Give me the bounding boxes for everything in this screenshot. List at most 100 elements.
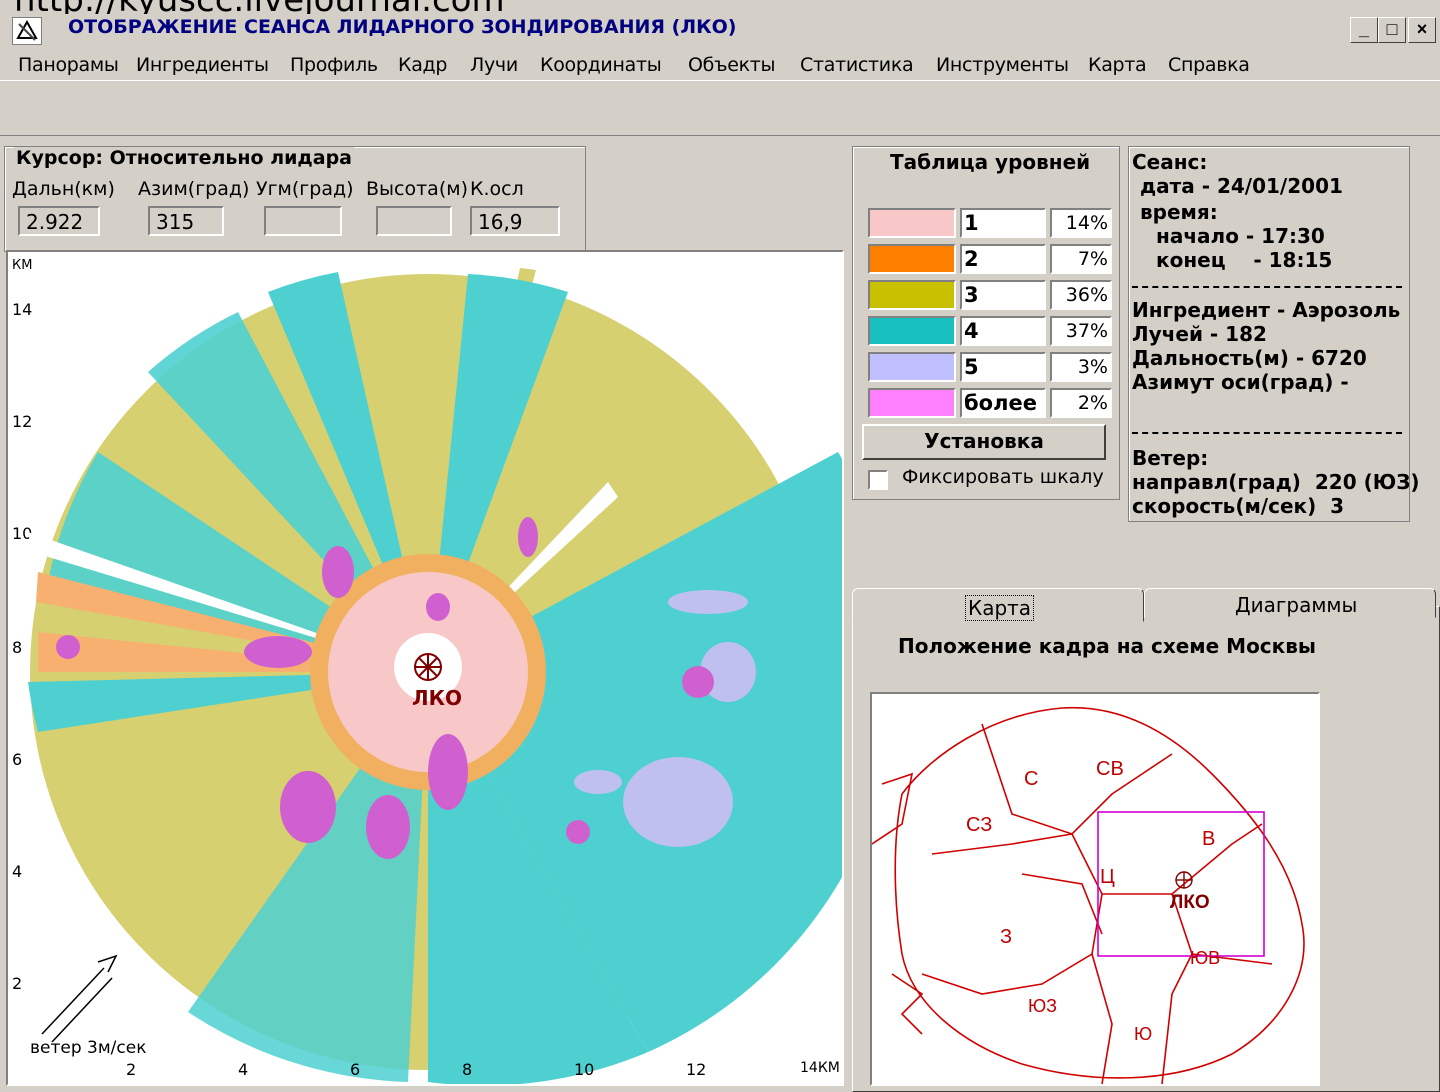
menu-karta[interactable]: Карта xyxy=(1088,54,1147,76)
toolbar xyxy=(0,80,1440,136)
district-label: СЗ xyxy=(966,814,993,836)
menu-obekty[interactable]: Объекты xyxy=(688,54,776,76)
y-tick: 2 xyxy=(12,974,23,993)
session-wind-speed: скорость(м/сек) 3 xyxy=(1132,494,1345,518)
district-label: СВ xyxy=(1096,758,1124,780)
moscow-map[interactable]: С СВ СЗ В Ц З ЮВ ЮЗ Ю ЛКО xyxy=(870,692,1320,1086)
level-name[interactable]: 1 xyxy=(960,208,1046,238)
district-label: Ю xyxy=(1134,1024,1153,1044)
y-unit-label: КМ xyxy=(12,258,33,273)
session-rays: Лучей - 182 xyxy=(1132,322,1267,346)
hotspots xyxy=(56,517,714,859)
lidar-plot[interactable]: КМ 14 12 10 8 6 4 2 xyxy=(6,250,844,1086)
x-tick-last: 14КМ xyxy=(800,1060,840,1076)
menu-bar: Панорамы Ингредиенты Профиль Кадр Лучи К… xyxy=(0,50,1440,80)
height-field[interactable] xyxy=(376,206,452,236)
cursor-group-title: Курсор: Относительно лидара xyxy=(14,147,355,169)
district-label: З xyxy=(1000,926,1013,948)
azimuth-field[interactable]: 315 xyxy=(148,206,224,236)
district-label: Ц xyxy=(1100,866,1115,888)
session-panel xyxy=(1128,146,1410,522)
x-tick: 10 xyxy=(574,1060,595,1079)
y-tick: 6 xyxy=(12,750,23,769)
menu-luchi[interactable]: Лучи xyxy=(470,54,518,76)
session-date: дата - 24/01/2001 xyxy=(1140,174,1343,198)
session-title: Сеанс: xyxy=(1132,150,1208,174)
session-wind-label: Ветер: xyxy=(1132,446,1209,470)
session-ingredient: Ингредиент - Аэрозоль xyxy=(1132,298,1401,322)
label-attenuation: К.осл xyxy=(470,178,524,200)
app-icon[interactable] xyxy=(12,17,42,45)
minimize-button[interactable]: _ xyxy=(1350,17,1378,43)
y-tick: 4 xyxy=(12,862,23,881)
window-title: ОТОБРАЖЕНИЕ СЕАНСА ЛИДАРНОГО ЗОНДИРОВАНИ… xyxy=(68,16,737,38)
frame-rectangle xyxy=(1097,811,1265,957)
maximize-button[interactable]: □ xyxy=(1378,17,1406,43)
range-field[interactable]: 2.922 xyxy=(18,206,100,236)
x-tick: 12 xyxy=(686,1060,707,1079)
tab-diagrams[interactable]: Диаграммы xyxy=(1144,588,1436,618)
separator xyxy=(1132,286,1402,288)
label-azimuth: Азим(град) xyxy=(138,178,250,200)
level-swatch[interactable] xyxy=(868,244,956,274)
session-time-label: время: xyxy=(1140,200,1218,224)
moscow-district-map xyxy=(871,706,1305,1085)
map-station-label: ЛКО xyxy=(1170,892,1210,913)
level-swatch[interactable] xyxy=(868,208,956,238)
menu-statistika[interactable]: Статистика xyxy=(800,54,914,76)
menu-instrumenty[interactable]: Инструменты xyxy=(936,54,1069,76)
level-percent: 37% xyxy=(1050,316,1112,346)
label-range: Дальн(км) xyxy=(12,178,115,200)
x-tick: 2 xyxy=(126,1060,137,1079)
map-station-icon xyxy=(1175,871,1193,889)
level-swatch[interactable] xyxy=(868,352,956,382)
elevation-field[interactable] xyxy=(264,206,342,236)
y-tick: 8 xyxy=(12,638,23,657)
level-swatch[interactable] xyxy=(868,388,956,418)
station-label: ЛКО xyxy=(412,686,462,710)
level-swatch[interactable] xyxy=(868,316,956,346)
level-name[interactable]: 3 xyxy=(960,280,1046,310)
wind-arrow-icon xyxy=(41,954,118,1043)
district-label: ЮВ xyxy=(1190,948,1221,968)
fix-scale-checkbox[interactable] xyxy=(868,470,888,490)
tab-diagrams-label: Диаграммы xyxy=(1235,593,1358,617)
lidar-panorama xyxy=(28,268,842,1084)
level-percent: 7% xyxy=(1050,244,1112,274)
tab-map-label: Карта xyxy=(965,595,1035,621)
y-tick: 12 xyxy=(12,412,33,431)
levels-title: Таблица уровней xyxy=(890,150,1091,174)
x-tick: 6 xyxy=(350,1060,361,1079)
level-name[interactable]: 4 xyxy=(960,316,1046,346)
district-label: ЮЗ xyxy=(1028,996,1058,1016)
x-tick: 4 xyxy=(238,1060,249,1079)
station-icon xyxy=(414,653,442,681)
menu-ingredienty[interactable]: Ингредиенты xyxy=(136,54,269,76)
label-height: Высота(м) xyxy=(366,178,468,200)
close-button[interactable]: × xyxy=(1408,17,1436,43)
level-name[interactable]: 2 xyxy=(960,244,1046,274)
tab-map[interactable]: Карта xyxy=(852,588,1144,622)
session-end: конец - 18:15 xyxy=(1156,248,1333,272)
title-bar xyxy=(0,14,1440,46)
level-name[interactable]: 5 xyxy=(960,352,1046,382)
menu-spravka[interactable]: Справка xyxy=(1168,54,1250,76)
map-title: Положение кадра на схеме Москвы xyxy=(898,634,1316,658)
menu-panoramy[interactable]: Панорамы xyxy=(18,54,119,76)
level-name[interactable]: более xyxy=(960,388,1046,418)
district-label: С xyxy=(1024,768,1039,790)
level-swatch[interactable] xyxy=(868,280,956,310)
session-azimuth: Азимут оси(град) - xyxy=(1132,370,1349,394)
label-elevation: Угм(град) xyxy=(256,178,354,200)
session-range: Дальность(м) - 6720 xyxy=(1132,346,1367,370)
fix-scale-label: Фиксировать шкалу xyxy=(902,466,1104,488)
session-start: начало - 17:30 xyxy=(1156,224,1325,248)
level-percent: 2% xyxy=(1050,388,1112,418)
district-label: В xyxy=(1202,828,1216,850)
menu-koordinaty[interactable]: Координаты xyxy=(540,54,662,76)
setup-button[interactable]: Установка xyxy=(862,424,1106,460)
attenuation-field[interactable]: 16,9 xyxy=(470,206,560,236)
menu-profil[interactable]: Профиль xyxy=(290,54,378,76)
separator xyxy=(1132,432,1402,434)
menu-kadr[interactable]: Кадр xyxy=(398,54,448,76)
